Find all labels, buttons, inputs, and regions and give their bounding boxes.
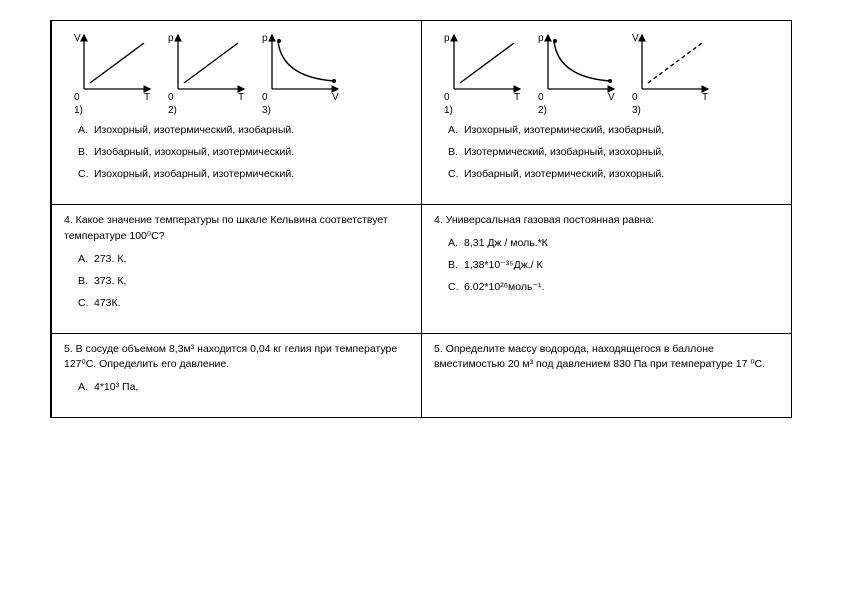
mini-chart: p V 0 bbox=[258, 29, 344, 103]
option-text: 8,31 Дж / моль.*К bbox=[464, 237, 548, 249]
option-text: 4*10³ Па, bbox=[94, 381, 138, 393]
option-letter: B. bbox=[78, 275, 94, 287]
svg-text:p: p bbox=[168, 33, 174, 44]
answer-option: B.Изобарный, изохорный, изотермический. bbox=[78, 146, 409, 158]
svg-text:V: V bbox=[632, 33, 639, 44]
answer-option: A.273. К, bbox=[78, 253, 409, 265]
option-letter: C. bbox=[78, 297, 94, 309]
chart-index-label: 1) bbox=[70, 105, 156, 116]
svg-text:p: p bbox=[262, 33, 268, 44]
option-text: 473К. bbox=[94, 297, 121, 309]
option-letter: A. bbox=[78, 253, 94, 265]
option-letter: C. bbox=[78, 168, 94, 180]
chart-panel: p T 0 1) bbox=[440, 29, 526, 116]
answer-option: C.473К. bbox=[78, 297, 409, 309]
cell-q4-left: 4. Какое значение температуры по шкале К… bbox=[52, 205, 422, 334]
svg-text:T: T bbox=[144, 92, 150, 103]
question-text: 4. Какое значение температуры по шкале К… bbox=[64, 213, 409, 245]
content-table: V T 0 1) p T 0 2) p V 0 3) A.И bbox=[50, 20, 792, 418]
mini-chart: p V 0 bbox=[534, 29, 620, 103]
answer-option: C.Изохорный, изобарный, изотермический. bbox=[78, 168, 409, 180]
svg-text:p: p bbox=[538, 33, 544, 44]
option-text: 273. К, bbox=[94, 253, 126, 265]
option-text: Изотермический, изобарный, изохорный, bbox=[464, 146, 664, 158]
chart-panel: p T 0 2) bbox=[164, 29, 250, 116]
chart-index-label: 2) bbox=[164, 105, 250, 116]
option-text: 6.02*10²⁶моль⁻¹. bbox=[464, 281, 544, 293]
answer-option: A.4*10³ Па, bbox=[78, 381, 409, 393]
chart-panel: p V 0 3) bbox=[258, 29, 344, 116]
worksheet-page: V T 0 1) p T 0 2) p V 0 3) A.И bbox=[0, 0, 842, 438]
svg-text:V: V bbox=[332, 92, 339, 103]
cell-q4-right: 4. Универсальная газовая постоянная равн… bbox=[422, 205, 792, 334]
options-q3-right: A.Изохорный, изотермический, изобарный,B… bbox=[434, 124, 779, 180]
chart-index-label: 3) bbox=[258, 105, 344, 116]
chart-panel: V T 0 1) bbox=[70, 29, 156, 116]
option-text: Изобарный, изохорный, изотермический. bbox=[94, 146, 294, 158]
option-letter: C. bbox=[448, 168, 464, 180]
svg-text:T: T bbox=[702, 92, 708, 103]
svg-text:0: 0 bbox=[632, 92, 638, 103]
mini-chart: V T 0 bbox=[628, 29, 714, 103]
svg-text:T: T bbox=[514, 92, 520, 103]
chart-index-label: 2) bbox=[534, 105, 620, 116]
mini-chart: V T 0 bbox=[70, 29, 156, 103]
question-text: 5. В сосуде объемом 8,3м³ находится 0,04… bbox=[64, 342, 409, 374]
answer-option: B.Изотермический, изобарный, изохорный, bbox=[448, 146, 779, 158]
option-text: Изобарный, изотермический, изохорный. bbox=[464, 168, 664, 180]
mini-chart: p T 0 bbox=[440, 29, 526, 103]
option-letter: B. bbox=[78, 146, 94, 158]
chart-panel: V T 0 3) bbox=[628, 29, 714, 116]
answer-option: A.Изохорный, изотермический, изобарный, bbox=[448, 124, 779, 136]
option-letter: B. bbox=[448, 146, 464, 158]
chart-index-label: 3) bbox=[628, 105, 714, 116]
chart-panel: p V 0 2) bbox=[534, 29, 620, 116]
mini-chart: p T 0 bbox=[164, 29, 250, 103]
option-letter: B. bbox=[448, 259, 464, 271]
svg-text:p: p bbox=[444, 33, 450, 44]
question-text: 4. Универсальная газовая постоянная равн… bbox=[434, 213, 779, 229]
charts-left: V T 0 1) p T 0 2) p V 0 3) bbox=[64, 29, 409, 116]
cell-q3-left: V T 0 1) p T 0 2) p V 0 3) A.И bbox=[52, 21, 422, 205]
option-letter: A. bbox=[448, 124, 464, 136]
options-q3-left: A.Изохорный, изотермический, изобарный.B… bbox=[64, 124, 409, 180]
charts-right: p T 0 1) p V 0 2) V T 0 3) bbox=[434, 29, 779, 116]
options-q5-left: A.4*10³ Па, bbox=[64, 381, 409, 393]
options-q4-left: A.273. К,B.373. К,C.473К. bbox=[64, 253, 409, 309]
answer-option: B.373. К, bbox=[78, 275, 409, 287]
option-text: 373. К, bbox=[94, 275, 126, 287]
question-text: 5. Определите массу водорода, находящего… bbox=[434, 342, 779, 374]
svg-text:0: 0 bbox=[444, 92, 450, 103]
svg-text:0: 0 bbox=[168, 92, 174, 103]
option-letter: C. bbox=[448, 281, 464, 293]
answer-option: C.6.02*10²⁶моль⁻¹. bbox=[448, 281, 779, 293]
svg-text:0: 0 bbox=[262, 92, 268, 103]
svg-text:T: T bbox=[238, 92, 244, 103]
option-text: Изохорный, изотермический, изобарный, bbox=[464, 124, 664, 136]
option-letter: A. bbox=[78, 124, 94, 136]
answer-option: A.Изохорный, изотермический, изобарный. bbox=[78, 124, 409, 136]
answer-option: A.8,31 Дж / моль.*К bbox=[448, 237, 779, 249]
option-text: Изохорный, изотермический, изобарный. bbox=[94, 124, 294, 136]
svg-text:V: V bbox=[74, 33, 81, 44]
cell-q5-left: 5. В сосуде объемом 8,3м³ находится 0,04… bbox=[52, 333, 422, 418]
option-letter: A. bbox=[448, 237, 464, 249]
option-text: 1,38*10⁻³⁵Дж./ К bbox=[464, 259, 543, 271]
option-text: Изохорный, изобарный, изотермический. bbox=[94, 168, 294, 180]
option-letter: A. bbox=[78, 381, 94, 393]
chart-index-label: 1) bbox=[440, 105, 526, 116]
answer-option: C.Изобарный, изотермический, изохорный. bbox=[448, 168, 779, 180]
cell-q5-right: 5. Определите массу водорода, находящего… bbox=[422, 333, 792, 418]
svg-text:0: 0 bbox=[538, 92, 544, 103]
options-q4-right: A.8,31 Дж / моль.*КB.1,38*10⁻³⁵Дж./ КC.6… bbox=[434, 237, 779, 293]
svg-text:V: V bbox=[608, 92, 615, 103]
cell-q3-right: p T 0 1) p V 0 2) V T 0 3) A.И bbox=[422, 21, 792, 205]
answer-option: B.1,38*10⁻³⁵Дж./ К bbox=[448, 259, 779, 271]
svg-text:0: 0 bbox=[74, 92, 80, 103]
